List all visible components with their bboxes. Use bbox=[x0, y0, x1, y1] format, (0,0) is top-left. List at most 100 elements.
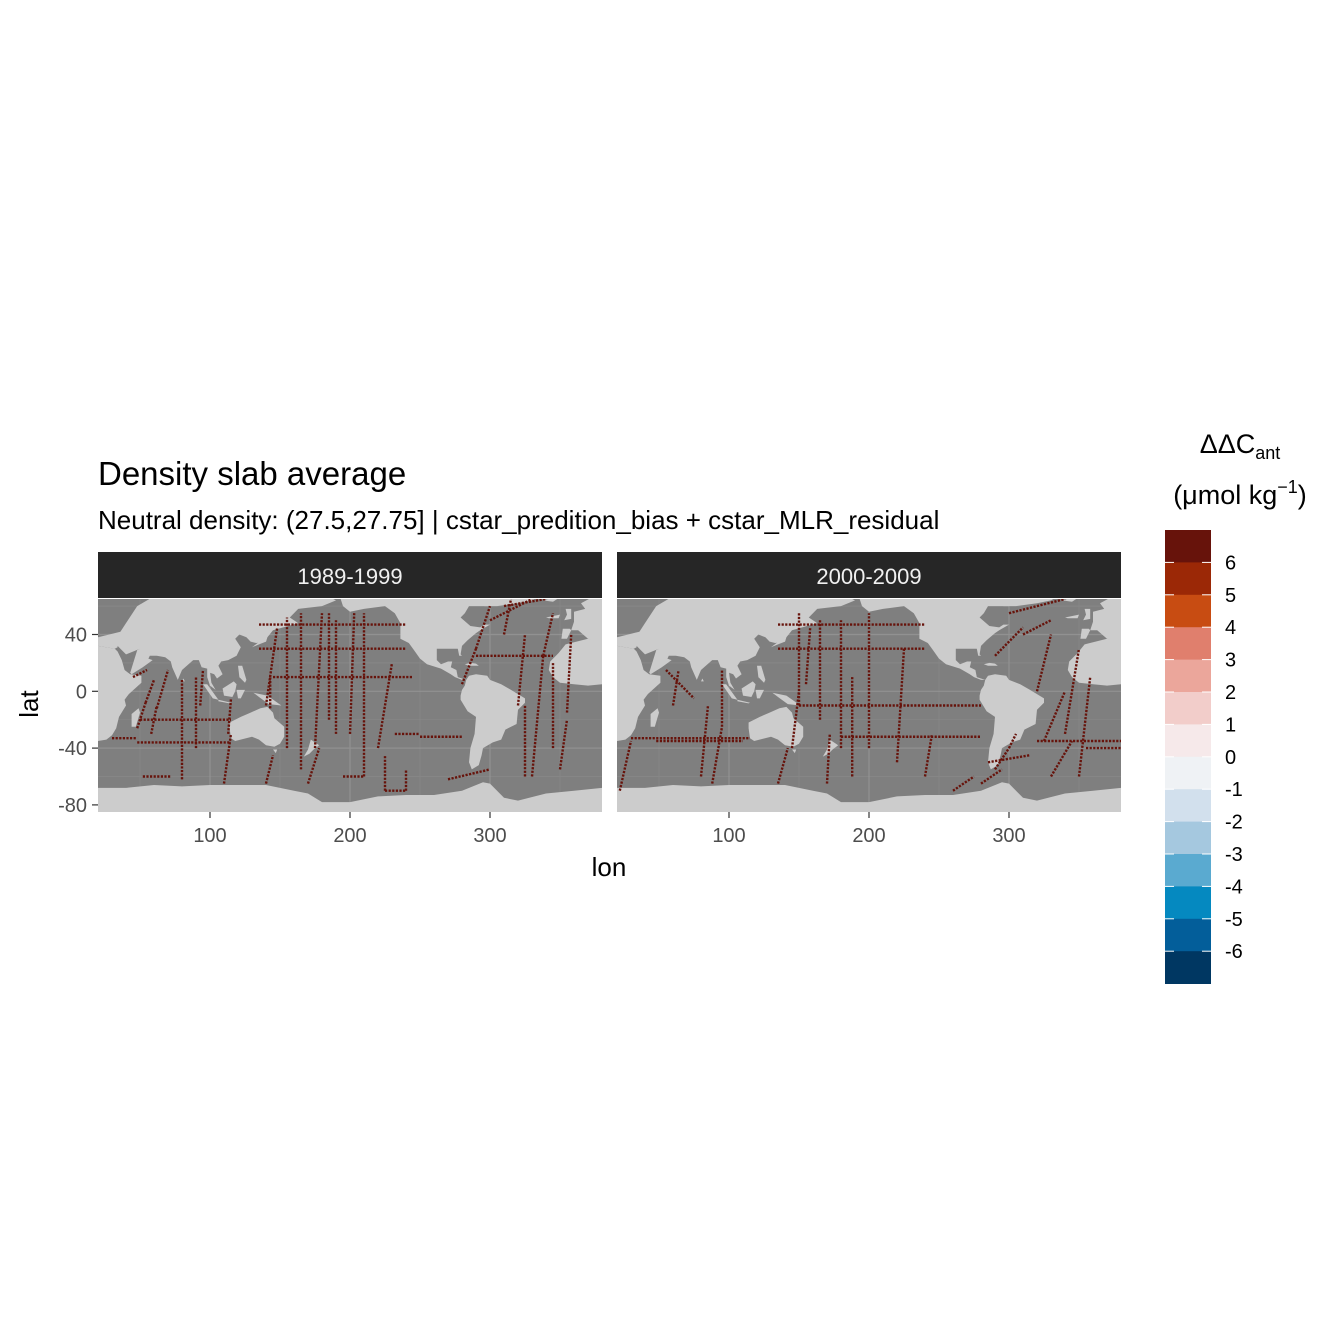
legend-break-label: -5 bbox=[1225, 909, 1243, 931]
legend-unit: (μmol kg−1) bbox=[1173, 477, 1307, 510]
x-tick-label: 200 bbox=[333, 825, 366, 847]
track-line bbox=[618, 740, 633, 791]
legend-break-label: 3 bbox=[1225, 650, 1236, 672]
track-line bbox=[952, 775, 975, 792]
legend-bin bbox=[1165, 659, 1211, 693]
track-line bbox=[530, 655, 545, 777]
x-tick-label: 100 bbox=[712, 825, 745, 847]
legend-break-label: -2 bbox=[1225, 812, 1243, 834]
track-line bbox=[980, 768, 1003, 785]
facet-panel: 2000-2009 100 200 300 bbox=[617, 552, 1121, 847]
legend-bin bbox=[1165, 562, 1211, 596]
legend-colorbar bbox=[1165, 530, 1211, 984]
track-line bbox=[489, 599, 533, 622]
legend-bin bbox=[1165, 627, 1211, 660]
track-line bbox=[825, 733, 831, 784]
track-line bbox=[1077, 676, 1092, 777]
y-tick-label: -40 bbox=[58, 738, 87, 760]
legend-labels: 6 5 4 3 2 1 0 -1 -2 -3 -4 -5 -6 bbox=[1225, 552, 1243, 963]
track-line bbox=[558, 719, 569, 770]
legend-bin bbox=[1165, 886, 1211, 920]
y-tick-label: 0 bbox=[76, 681, 87, 703]
track-line bbox=[306, 747, 321, 784]
legend-bin bbox=[1165, 594, 1211, 628]
track-series bbox=[112, 599, 573, 792]
track-line bbox=[460, 648, 478, 685]
legend-bin bbox=[1165, 854, 1211, 887]
x-tick-label: 100 bbox=[193, 825, 226, 847]
x-tick-label: 200 bbox=[852, 825, 885, 847]
track-line bbox=[502, 599, 513, 635]
track-line bbox=[136, 702, 147, 729]
track-line bbox=[199, 669, 205, 706]
legend-break-label: 4 bbox=[1225, 617, 1236, 639]
legend-bin bbox=[1165, 530, 1211, 563]
y-tick-label: -80 bbox=[58, 795, 87, 817]
facet-strip bbox=[617, 552, 1121, 598]
legend-bin bbox=[1165, 918, 1211, 952]
track-line bbox=[776, 747, 789, 784]
track-line bbox=[1007, 733, 1018, 749]
track-line bbox=[994, 626, 1024, 657]
track-line bbox=[264, 754, 275, 784]
legend-break-label: -1 bbox=[1225, 779, 1243, 801]
track-line bbox=[155, 669, 170, 709]
y-axis-label: lat bbox=[14, 689, 44, 717]
track-line bbox=[227, 698, 233, 734]
legend-break-label: 2 bbox=[1225, 682, 1236, 704]
legend-break-label: 0 bbox=[1225, 747, 1236, 769]
legend-break-label: 1 bbox=[1225, 714, 1236, 736]
track-line bbox=[711, 726, 724, 784]
legend-break-label: -4 bbox=[1225, 876, 1243, 898]
track-series bbox=[618, 599, 1121, 792]
legend-break-label: 6 bbox=[1225, 552, 1236, 574]
land-mask bbox=[98, 599, 602, 812]
legend: ΔΔCant (μmol kg−1) 6 5 4 3 2 1 0 -1 -2 -3 -4 -5 -6 bbox=[1165, 429, 1307, 984]
legend-bin bbox=[1165, 951, 1211, 984]
track-line bbox=[348, 613, 356, 734]
track-line bbox=[1049, 740, 1074, 778]
track-line bbox=[144, 679, 156, 704]
legend-bin bbox=[1165, 821, 1211, 855]
track-line bbox=[895, 648, 906, 763]
track-line bbox=[1008, 599, 1066, 615]
track-line bbox=[264, 627, 279, 706]
y-tick-label: 40 bbox=[65, 625, 87, 647]
track-line bbox=[699, 705, 710, 777]
legend-bin bbox=[1165, 789, 1211, 822]
x-tick-label: 300 bbox=[473, 825, 506, 847]
track-line bbox=[150, 705, 158, 735]
track-line bbox=[671, 669, 680, 706]
track-line bbox=[313, 613, 324, 749]
legend-bin bbox=[1165, 756, 1211, 790]
track-line bbox=[565, 634, 573, 713]
track-line bbox=[1042, 690, 1067, 742]
chart-title: Density slab average bbox=[98, 455, 406, 492]
legend-bin bbox=[1165, 724, 1211, 758]
track-line bbox=[993, 747, 1011, 771]
track-line bbox=[474, 605, 492, 650]
chart-subtitle: Neutral density: (27.5,27.75] | cstar_pr… bbox=[98, 505, 939, 535]
facet-strip-label: 2000-2009 bbox=[816, 564, 921, 589]
track-line bbox=[222, 733, 233, 784]
legend-title-subscript: ant bbox=[1255, 443, 1280, 463]
legend-bin bbox=[1165, 692, 1211, 725]
track-line bbox=[665, 669, 695, 700]
legend-title: ΔΔCant bbox=[1200, 429, 1281, 463]
legend-break-label: -3 bbox=[1225, 844, 1243, 866]
track-line bbox=[804, 627, 812, 685]
facet-strip bbox=[98, 552, 602, 598]
track-line bbox=[132, 668, 148, 679]
track-line bbox=[1035, 634, 1053, 692]
legend-break-label: 5 bbox=[1225, 585, 1236, 607]
facet-strip-label: 1989-1999 bbox=[297, 564, 402, 589]
x-tick-label: 300 bbox=[992, 825, 1025, 847]
track-line bbox=[516, 634, 527, 706]
land-mask bbox=[617, 599, 1121, 812]
track-line bbox=[1022, 619, 1052, 636]
track-line bbox=[542, 612, 555, 657]
legend-unit-superscript: −1 bbox=[1277, 477, 1298, 497]
